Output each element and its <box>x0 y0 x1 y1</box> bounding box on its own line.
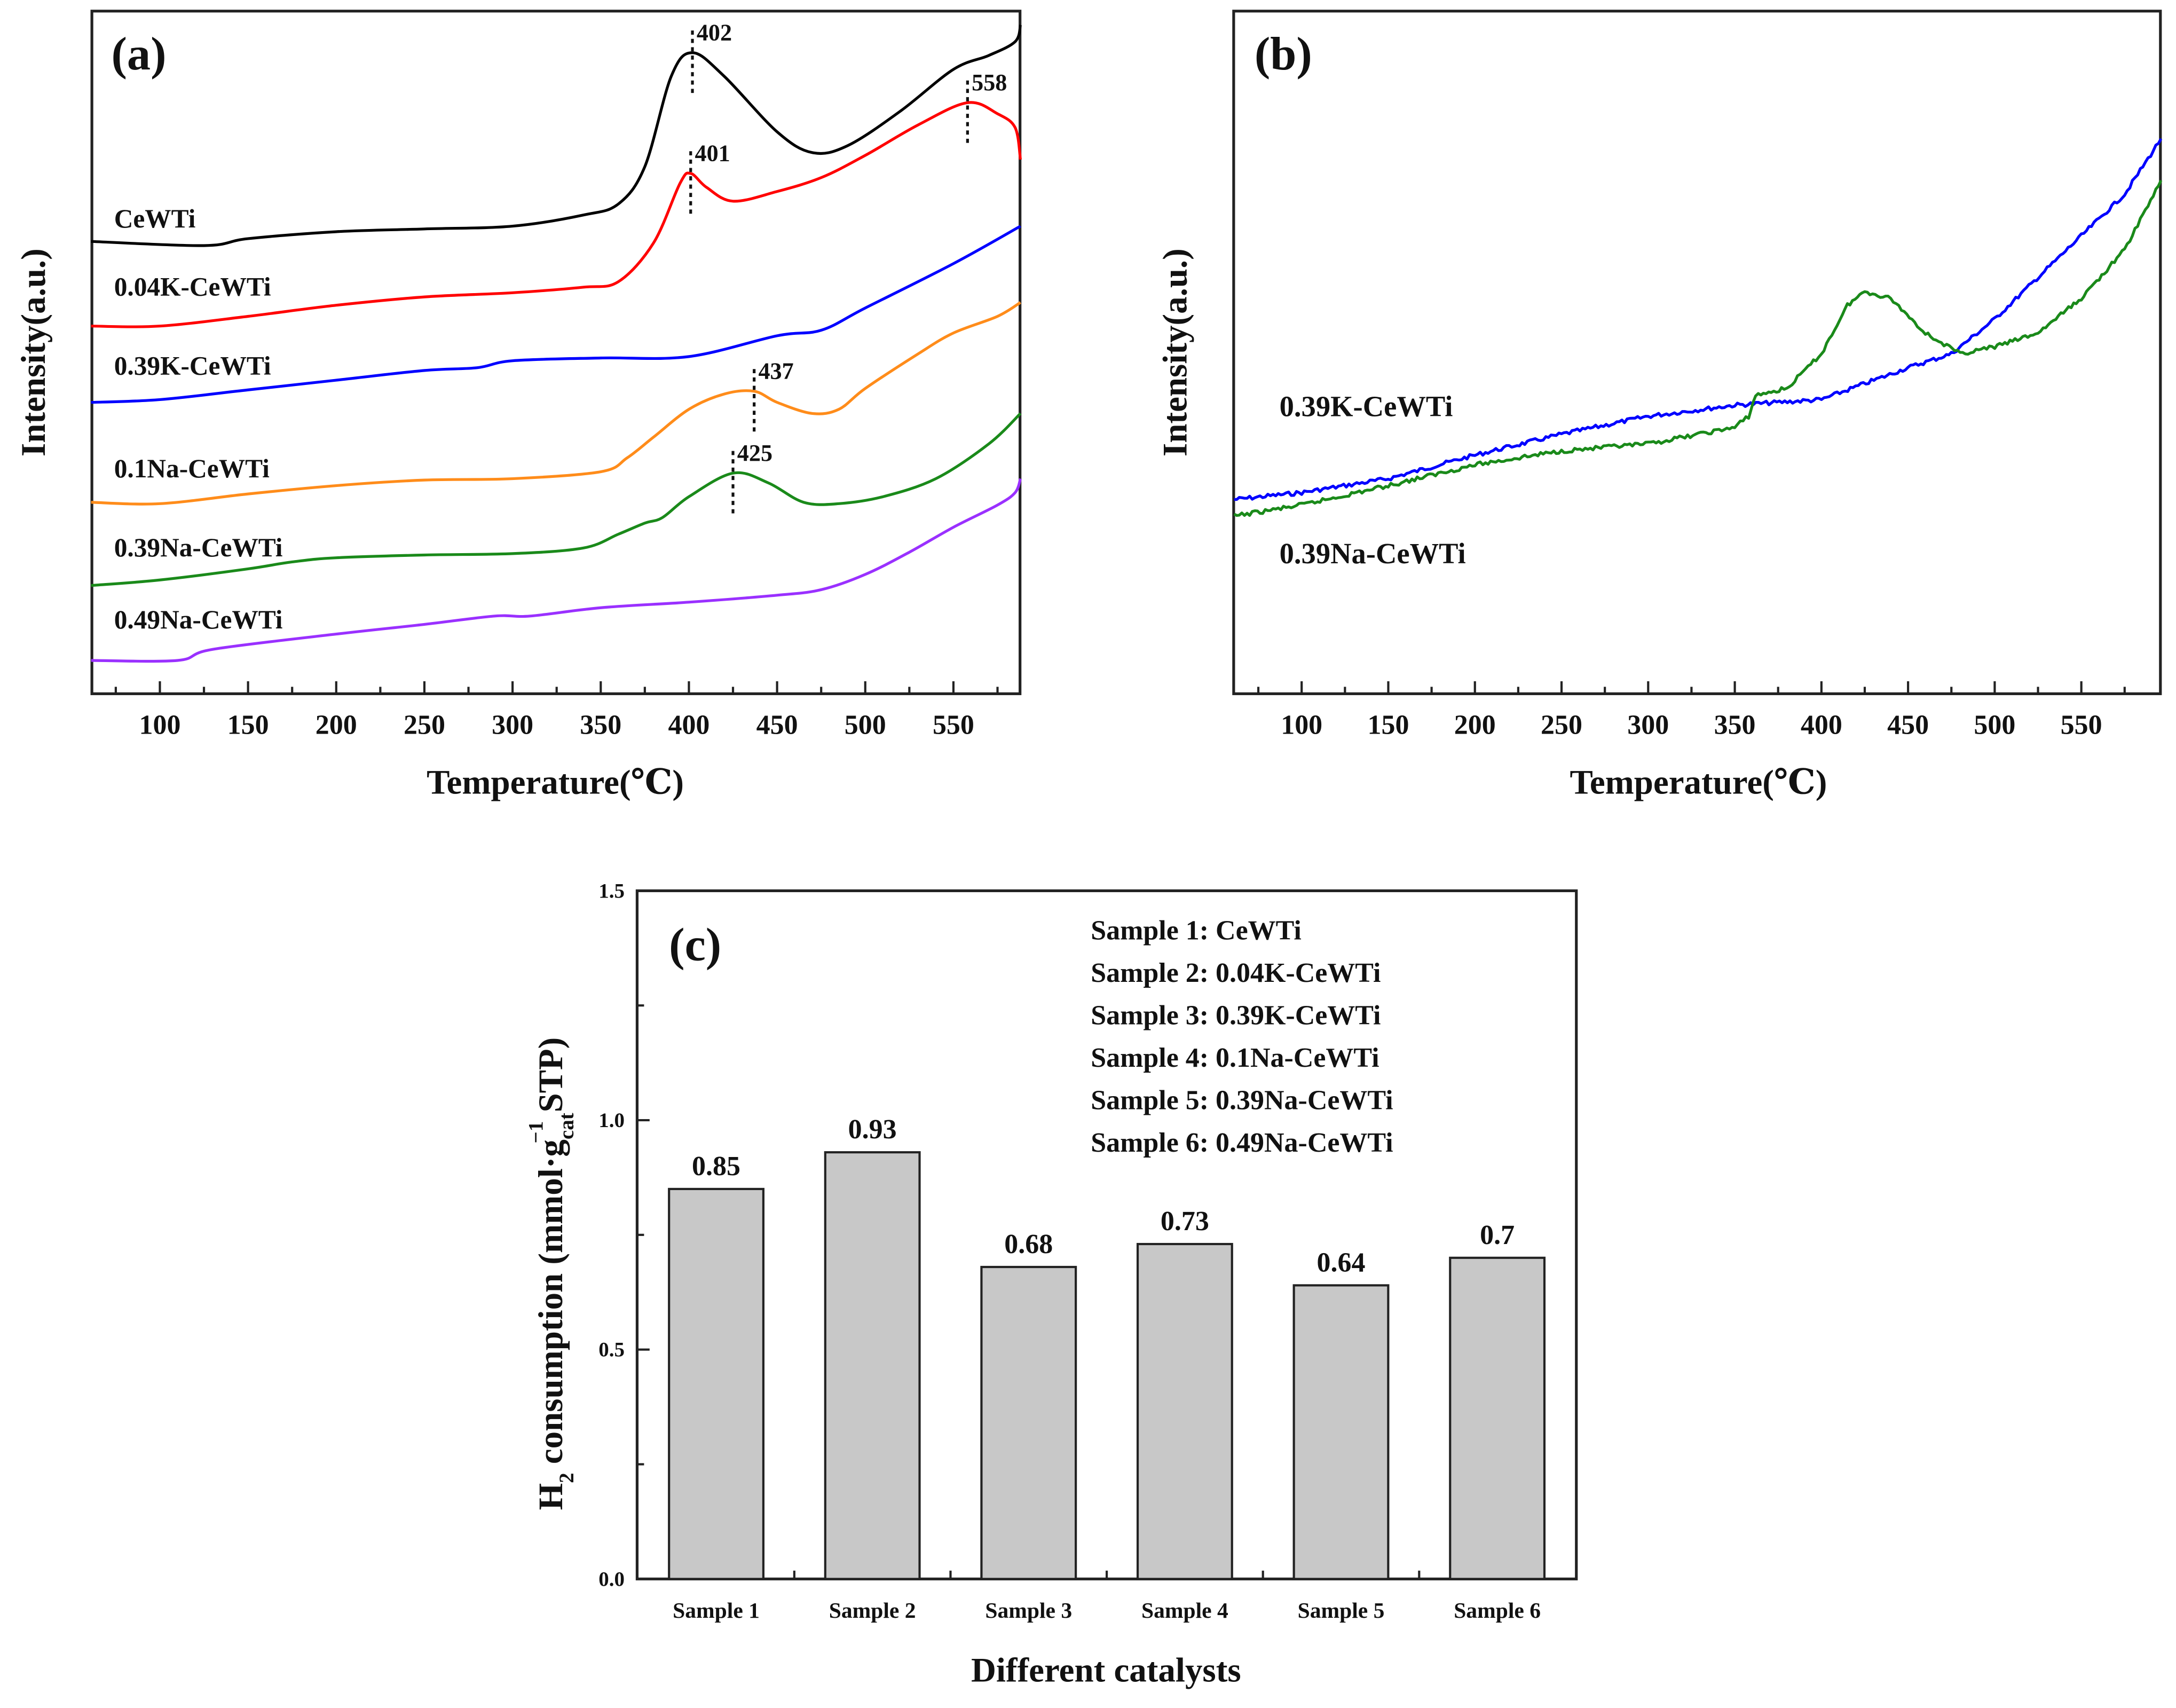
curve-0-39na-cewti <box>1233 179 2163 517</box>
ylabel-subcat: cat <box>555 1113 578 1139</box>
bar-sample-5 <box>1292 1284 1390 1580</box>
x-tick-label: 350 <box>580 710 621 741</box>
x-tick-label: 250 <box>404 710 445 741</box>
panel-b-y-axis-label: Intensity(a.u.) <box>1156 248 1195 456</box>
panel-a-tpr-curves: (a) Temperature(℃) Intensity(a.u.) 100 15… <box>14 10 1022 801</box>
legend-entry: Sample 2: 0.04K-CeWTi <box>1091 958 1381 988</box>
bar-value-label: 0.73 <box>1161 1206 1209 1237</box>
legend-0-39na-cewti: 0.39Na-CeWTi <box>1280 537 1466 570</box>
legend-entry: Sample 1: CeWTi <box>1091 915 1302 946</box>
x-tick-label: 300 <box>1627 710 1669 741</box>
x-tick-label: 150 <box>1367 710 1409 741</box>
x-category-label: Sample 3 <box>985 1598 1072 1623</box>
ylabel-end: STP) <box>532 1037 570 1121</box>
curve-0-1na-cewti <box>91 301 1021 506</box>
x-category-label: Sample 6 <box>1454 1598 1541 1623</box>
panel-a-y-axis-label: Intensity(a.u.) <box>14 248 53 456</box>
y-tick-label: 0.5 <box>598 1339 625 1361</box>
x-tick-label: 250 <box>1541 710 1582 741</box>
panel-c-frame <box>635 889 1578 1580</box>
panel-a-label: (a) <box>112 28 167 80</box>
legend-entry: Sample 5: 0.39Na-CeWTi <box>1091 1085 1393 1115</box>
y-tick-label: 1.0 <box>598 1109 625 1132</box>
bar-value-label: 0.85 <box>692 1151 740 1182</box>
x-tick-label: 100 <box>1281 710 1322 741</box>
panel-a-x-axis-label: Temperature(℃) <box>427 763 684 801</box>
bar-sample-6 <box>1449 1256 1546 1580</box>
peak-label-437: 437 <box>758 358 793 384</box>
curve-label-0-04k-cewti: 0.04K-CeWTi <box>114 272 271 302</box>
x-tick-label: 400 <box>1801 710 1842 741</box>
panel-c-label: (c) <box>669 918 721 971</box>
y-tick-label: 1.5 <box>598 879 625 902</box>
x-tick-label: 450 <box>756 710 798 741</box>
x-tick-label: 500 <box>845 710 886 741</box>
x-tick-label: 400 <box>668 710 709 741</box>
bar-value-label: 0.7 <box>1480 1220 1515 1250</box>
x-category-label: Sample 2 <box>829 1598 916 1623</box>
x-tick-label: 200 <box>316 710 357 741</box>
panel-b-label: (b) <box>1255 28 1312 80</box>
x-category-label: Sample 4 <box>1141 1598 1228 1623</box>
bar-sample-1 <box>668 1187 764 1580</box>
curve-cewti <box>91 25 1022 247</box>
x-tick-label: 500 <box>1974 710 2015 741</box>
x-tick-label: 100 <box>139 710 180 741</box>
curve-0-04k-cewti <box>91 101 1022 328</box>
x-tick-label: 350 <box>1714 710 1756 741</box>
legend-entry: Sample 4: 0.1Na-CeWTi <box>1091 1043 1379 1073</box>
curve-label-0-49na-cewti: 0.49Na-CeWTi <box>114 605 283 634</box>
y-tick-label: 0.0 <box>598 1568 625 1591</box>
curve-0-49na-cewti <box>91 478 1022 663</box>
x-tick-label: 550 <box>2061 710 2102 741</box>
peak-label-401: 401 <box>695 140 730 166</box>
ylabel-sub2: 2 <box>555 1473 578 1483</box>
curve-0-39na-cewti <box>91 412 1022 587</box>
legend-0-39k-cewti: 0.39K-CeWTi <box>1280 390 1453 423</box>
ylabel-main: consumption (mmol·g <box>532 1139 570 1473</box>
peak-label-402: 402 <box>697 19 732 45</box>
bar-value-label: 0.93 <box>848 1114 897 1145</box>
peak-label-425: 425 <box>737 440 772 466</box>
bar-sample-4 <box>1136 1242 1233 1580</box>
x-category-label: Sample 1 <box>673 1598 760 1623</box>
panel-c-h2-consumption-bars: (c) Different catalysts H2 consumption (… <box>525 879 1578 1690</box>
x-tick-label: 150 <box>227 710 269 741</box>
bar-sample-2 <box>824 1151 921 1580</box>
bar-sample-3 <box>980 1265 1077 1580</box>
legend-entry: Sample 3: 0.39K-CeWTi <box>1091 1000 1381 1030</box>
panel-b-frame <box>1232 10 2162 695</box>
curve-0-39k-cewti <box>1234 138 2163 501</box>
bar-value-label: 0.64 <box>1317 1247 1366 1278</box>
legend-entry: Sample 6: 0.49Na-CeWTi <box>1091 1128 1393 1158</box>
peak-label-558: 558 <box>972 69 1007 96</box>
curve-label-cewti: CeWTi <box>114 204 196 233</box>
panel-c-y-axis-label: H2 consumption (mmol·gcat −1 STP) <box>525 1037 578 1510</box>
x-tick-label: 200 <box>1454 710 1496 741</box>
panel-b-x-axis-label: Temperature(℃) <box>1570 763 1827 801</box>
x-category-label: Sample 5 <box>1298 1598 1385 1623</box>
x-tick-label: 450 <box>1887 710 1929 741</box>
bar-value-label: 0.68 <box>1004 1229 1053 1260</box>
x-tick-label: 550 <box>933 710 974 741</box>
x-tick-label: 300 <box>492 710 533 741</box>
curve-0-39k-cewti <box>91 225 1021 404</box>
curve-label-0-39k-cewti: 0.39K-CeWTi <box>114 351 271 381</box>
curve-label-0-1na-cewti: 0.1Na-CeWTi <box>114 454 270 483</box>
panel-b-tpr-curves: (b) Temperature(℃) Intensity(a.u.) 100 15… <box>1156 10 2163 801</box>
ylabel-sup: −1 <box>525 1121 548 1144</box>
ylabel-h: H <box>532 1483 570 1510</box>
panel-c-x-axis-label: Different catalysts <box>971 1651 1241 1690</box>
curve-label-0-39na-cewti: 0.39Na-CeWTi <box>114 533 283 562</box>
